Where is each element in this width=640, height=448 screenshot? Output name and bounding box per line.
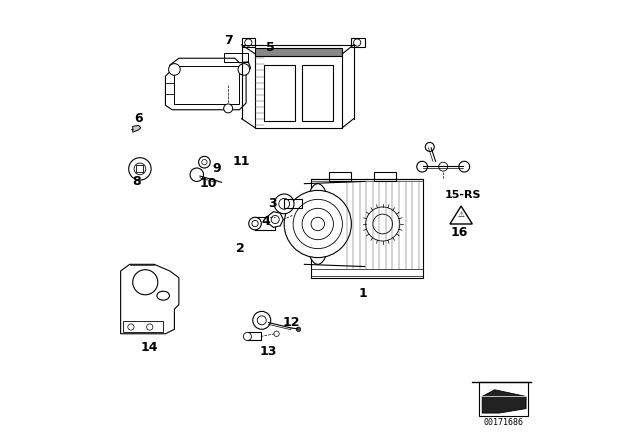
Polygon shape — [165, 58, 251, 110]
Text: 8: 8 — [132, 175, 141, 188]
Circle shape — [198, 156, 210, 168]
Text: 14: 14 — [141, 340, 159, 354]
Bar — [329, 172, 351, 181]
Bar — [242, 38, 255, 47]
Ellipse shape — [157, 291, 170, 300]
Ellipse shape — [305, 184, 332, 264]
Bar — [351, 38, 365, 47]
Text: 9: 9 — [212, 161, 221, 175]
Text: 11: 11 — [233, 155, 250, 168]
Polygon shape — [450, 206, 472, 224]
Circle shape — [128, 324, 134, 330]
Circle shape — [279, 198, 289, 209]
Circle shape — [302, 208, 333, 240]
Text: 5: 5 — [266, 40, 275, 54]
Circle shape — [353, 39, 361, 46]
Text: 15-RS: 15-RS — [445, 190, 482, 200]
Circle shape — [274, 331, 279, 336]
Bar — [255, 54, 342, 128]
Bar — [136, 165, 143, 172]
Circle shape — [284, 190, 351, 258]
Text: 00171686: 00171686 — [484, 418, 524, 426]
Circle shape — [459, 161, 470, 172]
Text: 10: 10 — [199, 177, 217, 190]
Text: 13: 13 — [260, 345, 277, 358]
Circle shape — [147, 324, 153, 330]
Bar — [165, 83, 173, 94]
Circle shape — [425, 142, 435, 151]
Circle shape — [238, 64, 250, 75]
Circle shape — [129, 158, 151, 180]
Circle shape — [296, 327, 301, 332]
Text: 16: 16 — [450, 226, 468, 240]
Circle shape — [244, 39, 252, 46]
Circle shape — [257, 316, 266, 325]
Text: ⚠: ⚠ — [458, 210, 465, 219]
Bar — [374, 172, 396, 181]
Circle shape — [253, 311, 271, 329]
Circle shape — [252, 220, 258, 227]
Circle shape — [275, 194, 294, 214]
Text: 1: 1 — [358, 287, 367, 300]
Bar — [174, 66, 239, 104]
Bar — [123, 321, 163, 332]
Bar — [224, 53, 248, 62]
Bar — [479, 382, 528, 416]
Circle shape — [243, 332, 252, 340]
Bar — [311, 179, 423, 278]
Text: 3: 3 — [269, 197, 277, 211]
Circle shape — [249, 217, 261, 230]
Bar — [264, 65, 296, 121]
Circle shape — [293, 199, 342, 249]
Text: 7: 7 — [224, 34, 232, 47]
Polygon shape — [482, 390, 526, 413]
Circle shape — [439, 162, 448, 171]
Circle shape — [373, 214, 392, 234]
Polygon shape — [268, 211, 284, 228]
Circle shape — [271, 215, 279, 224]
Circle shape — [168, 64, 180, 75]
Bar — [248, 332, 261, 340]
Circle shape — [365, 207, 400, 241]
Bar — [255, 48, 342, 56]
Text: 12: 12 — [282, 316, 300, 329]
Circle shape — [134, 163, 146, 175]
Bar — [284, 199, 302, 208]
Bar — [302, 65, 333, 121]
Polygon shape — [132, 125, 141, 132]
Circle shape — [132, 270, 158, 295]
Circle shape — [224, 104, 233, 113]
Circle shape — [417, 161, 428, 172]
Circle shape — [311, 217, 324, 231]
Bar — [255, 217, 275, 230]
Circle shape — [202, 159, 207, 165]
Polygon shape — [121, 264, 179, 334]
Circle shape — [190, 168, 204, 181]
Text: 4: 4 — [261, 215, 269, 228]
Text: 2: 2 — [236, 242, 244, 255]
Text: 6: 6 — [134, 112, 143, 125]
